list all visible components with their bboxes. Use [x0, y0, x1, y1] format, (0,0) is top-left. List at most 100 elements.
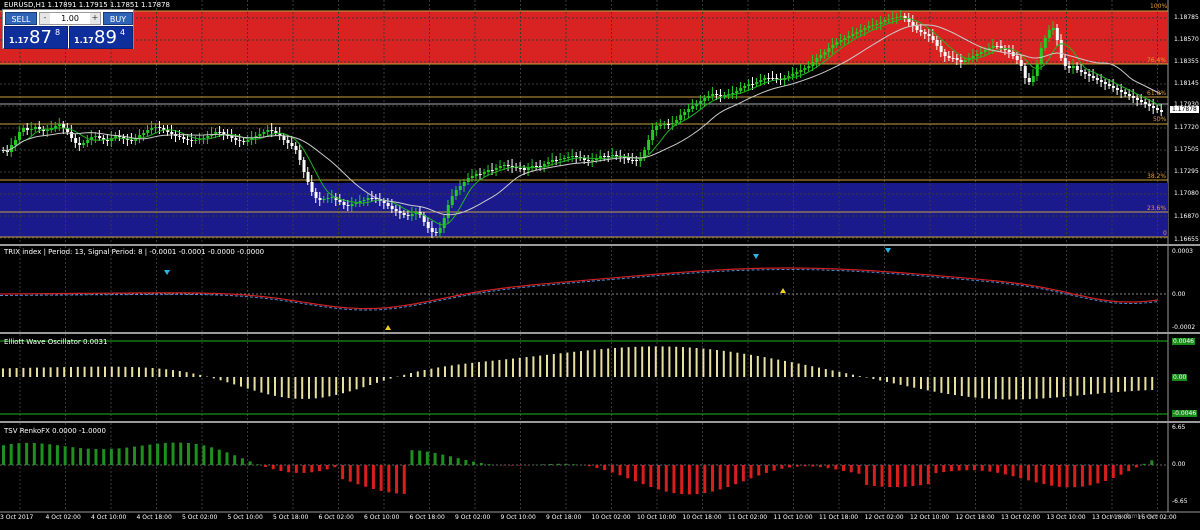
candle-body: [699, 101, 703, 104]
ewo-bar: [573, 351, 576, 377]
tsv-title: TSV RenkoFX 0.0000 -1.0000: [4, 427, 106, 435]
candle-body: [318, 198, 322, 200]
ewo-bar: [552, 354, 555, 377]
ewo-bar: [539, 355, 542, 377]
buy-price-box[interactable]: 1.17 89 4: [69, 26, 133, 49]
buy-button[interactable]: BUY: [103, 12, 133, 25]
candle-body: [1019, 60, 1023, 66]
ewo-bar: [382, 377, 385, 381]
candle-body: [354, 203, 358, 204]
one-click-trading-panel: SELL - 1.00 + BUY 1.17 87 8 1.17 89 4: [2, 9, 134, 49]
time-axis-label: 12 Oct 02:00: [864, 514, 904, 521]
tsv-bar: [317, 465, 321, 472]
candle-body: [42, 129, 46, 131]
candle-body: [767, 78, 771, 79]
time-axis-label: 11 Oct 18:00: [819, 514, 859, 521]
candle-body: [314, 192, 318, 198]
candle-body: [911, 22, 915, 26]
candle-body: [1059, 40, 1063, 58]
ewo-bar: [498, 359, 501, 377]
candle-body: [422, 215, 426, 222]
candle-body: [158, 127, 162, 128]
candle-body: [518, 168, 522, 169]
candle-body: [202, 138, 206, 139]
candle-body: [999, 46, 1003, 48]
fib-label: 76.4%: [1147, 57, 1167, 64]
candle-body: [711, 94, 715, 96]
tsv-bar: [71, 447, 75, 465]
ewo-bar: [709, 349, 712, 377]
time-axis-label: 10 Oct 18:00: [682, 514, 722, 521]
lot-size-field[interactable]: - 1.00 +: [39, 12, 101, 25]
lot-size-value[interactable]: 1.00: [61, 14, 79, 23]
candle-body: [442, 218, 446, 228]
candle-body: [715, 94, 719, 95]
candle-body: [302, 160, 306, 172]
candle-body: [506, 165, 510, 166]
tsv-bar: [1127, 465, 1131, 472]
time-axis-label: 5 Oct 02:00: [182, 514, 218, 521]
ewo-bar: [246, 377, 249, 389]
tsv-bar: [857, 465, 861, 474]
candle-body: [522, 168, 526, 170]
candle-body: [795, 72, 799, 74]
tsv-axis-label: -6.65: [1172, 498, 1188, 505]
fast-moving-average: [2, 18, 1162, 226]
candle-body: [278, 133, 282, 136]
candle-body: [222, 132, 226, 134]
tsv-bar: [163, 442, 167, 465]
candle-body: [214, 132, 218, 134]
ewo-bar: [369, 377, 372, 386]
candle-body: [258, 134, 262, 136]
sell-button[interactable]: SELL: [5, 12, 37, 25]
price-axis-label: 1.17720: [1174, 124, 1199, 131]
tsv-bar: [726, 465, 730, 488]
fib-label: 23.6%: [1147, 205, 1167, 212]
candle-body: [338, 200, 342, 202]
tsv-bar: [1080, 465, 1084, 487]
candle-body: [146, 130, 150, 133]
ewo-bar: [750, 354, 752, 377]
tsv-bar: [811, 465, 815, 467]
ewo-bar: [97, 366, 100, 377]
candle-body: [274, 131, 278, 133]
ewo-bar: [654, 346, 657, 377]
tsv-bar: [618, 465, 622, 476]
time-axis-label: 13 Oct 02:00: [1001, 514, 1041, 521]
tsv-bar: [973, 465, 977, 471]
candle-body: [1035, 64, 1039, 76]
tsv-bar: [256, 464, 260, 465]
candle-body: [154, 127, 158, 128]
candle-body: [979, 52, 983, 54]
candle-body: [763, 78, 767, 80]
tsv-bar: [186, 443, 190, 465]
tsv-axis-label: 6.65: [1172, 424, 1186, 431]
tsv-bar: [348, 465, 352, 482]
ewo-bar: [416, 371, 419, 377]
candle-body: [643, 150, 647, 158]
candle-body: [1107, 84, 1111, 86]
candle-body: [759, 80, 763, 82]
sell-price-box[interactable]: 1.17 87 8: [4, 26, 68, 49]
candle-body: [1047, 30, 1051, 38]
ewo-bar: [376, 377, 378, 383]
ewo-bar: [240, 377, 242, 387]
ewo-bar: [831, 370, 834, 377]
ewo-bar: [722, 350, 725, 377]
candle-body: [1155, 108, 1159, 110]
lot-increase-button[interactable]: +: [90, 13, 100, 24]
ewo-bar: [784, 360, 786, 377]
candle-body: [382, 201, 386, 203]
lot-decrease-button[interactable]: -: [40, 13, 50, 24]
ewo-bar: [804, 364, 807, 377]
ewo-bar: [668, 346, 671, 377]
ewo-bar: [348, 377, 351, 392]
tsv-bar: [425, 451, 429, 465]
candle-body: [322, 199, 326, 200]
ewo-axis-label: -0.0046: [1172, 410, 1198, 417]
ewo-bar: [682, 347, 684, 377]
tsv-bar: [86, 448, 90, 465]
tsv-bar: [94, 449, 98, 465]
ewo-bar: [314, 377, 317, 399]
fib-label: 50%: [1153, 116, 1167, 123]
